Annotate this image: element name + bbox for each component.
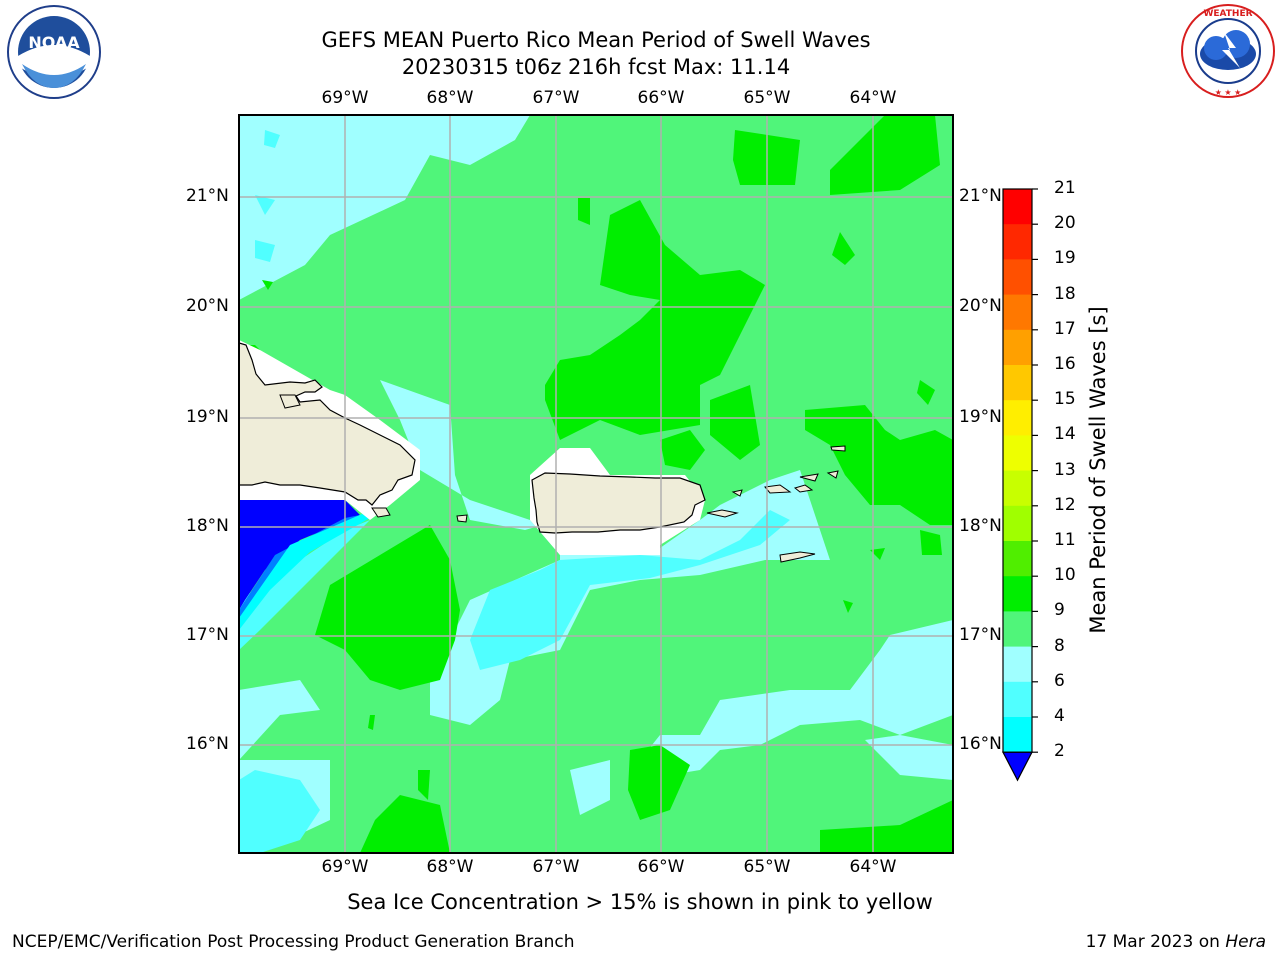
swell-contour-6-8: [239, 130, 790, 853]
lon-label-bottom: 64°W: [849, 857, 897, 877]
lon-label-bottom: 67°W: [532, 857, 580, 877]
lat-label-right: 21°N: [959, 186, 1002, 206]
colorbar-segment: [1003, 541, 1032, 577]
colorbar-tick-label: 13: [1054, 459, 1076, 480]
lon-label-bottom: 66°W: [637, 857, 685, 877]
colorbar-tick-label: 18: [1054, 283, 1076, 304]
colorbar-tick-label: 2: [1054, 741, 1065, 762]
colorbar-tick-label: 10: [1054, 565, 1076, 586]
colorbar-tick-label: 21: [1054, 178, 1076, 198]
colorbar-tick-label: 8: [1054, 635, 1065, 656]
lat-label-right: 20°N: [959, 296, 1002, 316]
date-text: 17 Mar 2023 on: [1085, 932, 1220, 952]
colorbar-tick-label: 12: [1054, 494, 1076, 515]
hispaniola-land: [239, 342, 416, 506]
graticule: [239, 115, 953, 853]
colorbar: [1002, 188, 1038, 782]
date-stamp: 17 Mar 2023 on Hera: [1086, 934, 1266, 951]
colorbar-segment: [1003, 259, 1032, 296]
lat-label-left: 19°N: [186, 407, 229, 427]
lon-label-top: 65°W: [743, 88, 791, 108]
colorbar-tick-label: 20: [1054, 213, 1076, 234]
svg-text:WEATHER: WEATHER: [1203, 9, 1252, 19]
nws-logo: WEATHER ★ ★ ★: [1181, 4, 1275, 98]
lon-label-top: 69°W: [321, 88, 369, 108]
lat-label-right: 18°N: [959, 516, 1002, 536]
lon-label-top: 67°W: [532, 88, 580, 108]
colorbar-tick-label: 17: [1054, 318, 1076, 339]
colorbar-segment: [1003, 470, 1032, 507]
lat-label-left: 20°N: [186, 296, 229, 316]
lat-label-right: 16°N: [959, 734, 1002, 754]
lat-label-left: 16°N: [186, 734, 229, 754]
colorbar-segment: [1003, 681, 1032, 718]
colorbar-tick-label: 4: [1054, 706, 1065, 726]
colorbar-extension: [1002, 751, 1033, 782]
colorbar-segment: [1003, 365, 1032, 401]
colorbar-tick-label: 16: [1054, 354, 1076, 374]
mona-island: [456, 514, 468, 523]
lon-label-bottom: 65°W: [743, 857, 791, 877]
colorbar-title: Mean Period of Swell Waves [s]: [1086, 306, 1110, 634]
lat-label-left: 21°N: [186, 186, 229, 206]
colorbar-segment: [1003, 329, 1032, 366]
colorbar-segment: [1003, 189, 1032, 225]
colorbar-tick-label: 14: [1054, 424, 1076, 445]
swell-contour-10-11: [239, 115, 953, 853]
sea-ice-note: Sea Ice Concentration > 15% is shown in …: [347, 890, 933, 914]
colorbar-tick-label: 9: [1054, 600, 1065, 621]
colorbar-segment: [1003, 505, 1032, 542]
lon-label-bottom: 68°W: [426, 857, 474, 877]
lon-label-bottom: 69°W: [321, 857, 369, 877]
colorbar-segment: [1003, 576, 1032, 612]
colorbar-tick-label: 19: [1054, 248, 1076, 269]
colorbar-segment: [1003, 646, 1032, 683]
colorbar-tick-label: 6: [1054, 670, 1065, 691]
colorbar-segment: [1003, 400, 1032, 436]
svg-text:NOAA: NOAA: [28, 33, 80, 52]
noaa-logo: NOAA: [7, 5, 101, 99]
colorbar-segment: [1003, 294, 1032, 331]
map-frame: [238, 114, 954, 854]
chart-title: GEFS MEAN Puerto Rico Mean Period of Swe…: [321, 28, 871, 52]
colorbar-tick-label: 15: [1054, 389, 1076, 410]
lon-label-top: 68°W: [426, 88, 474, 108]
credit-text: NCEP/EMC/Verification Post Processing Pr…: [12, 932, 575, 952]
lat-label-left: 17°N: [186, 625, 229, 645]
colorbar-segment: [1003, 717, 1032, 753]
machine-name: Hera: [1225, 932, 1266, 952]
colorbar-tick-label: 11: [1054, 530, 1076, 550]
virgin-islands: [706, 445, 846, 563]
colorbar-segment: [1003, 611, 1032, 648]
lat-label-left: 18°N: [186, 516, 229, 536]
colorbar-segment: [1003, 435, 1032, 472]
svg-text:★ ★ ★: ★ ★ ★: [1215, 88, 1242, 97]
lon-label-top: 66°W: [637, 88, 685, 108]
lat-label-right: 17°N: [959, 625, 1002, 645]
chart-subtitle: 20230315 t06z 216h fcst Max: 11.14: [401, 55, 791, 79]
lat-label-right: 19°N: [959, 407, 1002, 427]
colorbar-segment: [1003, 224, 1032, 260]
lon-label-top: 64°W: [849, 88, 897, 108]
